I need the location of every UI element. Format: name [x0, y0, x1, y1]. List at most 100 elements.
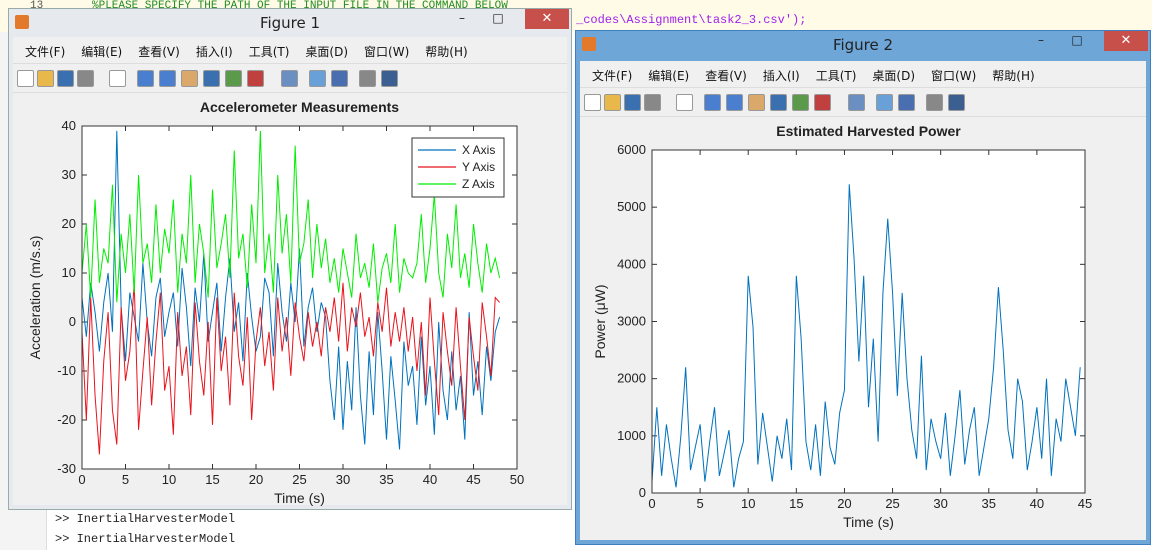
axes-box	[651, 149, 1086, 494]
toolbar-button[interactable]	[109, 70, 126, 87]
y-tick-label: 30	[62, 167, 76, 182]
toolbar-button[interactable]	[247, 70, 264, 87]
toolbar-button[interactable]	[604, 94, 621, 111]
menu-item[interactable]: 窗口(W)	[931, 69, 977, 83]
y-tick-label: 6000	[617, 142, 646, 157]
x-tick-label: 25	[885, 496, 899, 511]
toolbar-button[interactable]	[331, 70, 348, 87]
minimize-button[interactable]: –	[459, 11, 465, 25]
toolbar-button[interactable]	[281, 70, 298, 87]
command-line: >> InertialHarvesterModel	[55, 532, 236, 546]
menu-item[interactable]: 帮助(H)	[425, 45, 468, 59]
toolbar	[580, 87, 1146, 117]
toolbar-button[interactable]	[381, 70, 398, 87]
toolbar-button[interactable]	[770, 94, 787, 111]
menu-item[interactable]: 工具(T)	[248, 45, 290, 59]
menu-item[interactable]: 桌面(D)	[305, 45, 349, 59]
toolbar-button[interactable]	[309, 70, 326, 87]
title-bar: Figure 1 – □ ✕	[9, 9, 571, 37]
toolbar-button[interactable]	[948, 94, 965, 111]
close-button[interactable]: ✕	[525, 9, 569, 29]
menu-bar: 文件(F) 编辑(E) 查看(V) 插入(I) 工具(T) 桌面(D) 窗口(W) 帮助(H)	[13, 37, 567, 63]
y-tick-label: 10	[62, 265, 76, 280]
figure-window: Figure 2 – □ ✕ 文件(F) 编辑(E) 查看(V) 插入(I) 工具(T)…	[575, 30, 1151, 545]
toolbar-button[interactable]	[77, 70, 94, 87]
menu-item[interactable]: 文件(F)	[592, 69, 633, 83]
toolbar-button[interactable]	[159, 70, 176, 87]
toolbar-button[interactable]	[624, 94, 641, 111]
chart-title: Estimated Harvested Power	[776, 123, 961, 139]
toolbar-button[interactable]	[137, 70, 154, 87]
toolbar-button[interactable]	[898, 94, 915, 111]
x-axis-label: Time (s)	[274, 490, 325, 506]
y-tick-label: 20	[62, 216, 76, 231]
legend-label: Z Axis	[462, 177, 495, 191]
x-tick-label: 15	[789, 496, 803, 511]
menu-item[interactable]: 帮助(H)	[992, 69, 1035, 83]
y-tick-label: 0	[69, 314, 76, 329]
toolbar-button[interactable]	[17, 70, 34, 87]
x-tick-label: 0	[648, 496, 655, 511]
toolbar-button[interactable]	[181, 70, 198, 87]
y-tick-label: 1000	[617, 428, 646, 443]
x-tick-label: 45	[466, 472, 480, 487]
toolbar-button[interactable]	[37, 70, 54, 87]
toolbar-button[interactable]	[876, 94, 893, 111]
close-button[interactable]: ✕	[1104, 31, 1148, 51]
y-tick-label: -20	[57, 412, 76, 427]
code-line: _codes\Assignment\task2_3.csv');	[576, 13, 807, 27]
toolbar-button[interactable]	[359, 70, 376, 87]
x-tick-label: 30	[933, 496, 947, 511]
toolbar-button[interactable]	[644, 94, 661, 111]
chart-title: Accelerometer Measurements	[200, 99, 399, 115]
toolbar-button[interactable]	[814, 94, 831, 111]
menu-item[interactable]: 查看(V)	[705, 69, 747, 83]
toolbar-button[interactable]	[203, 70, 220, 87]
x-tick-label: 5	[122, 472, 129, 487]
toolbar-button[interactable]	[676, 94, 693, 111]
toolbar-button[interactable]	[584, 94, 601, 111]
menu-item[interactable]: 桌面(D)	[872, 69, 916, 83]
axes-box	[81, 125, 518, 470]
x-tick-label: 10	[162, 472, 176, 487]
toolbar-button[interactable]	[748, 94, 765, 111]
y-axis-label: Power (μW)	[592, 284, 608, 358]
x-tick-label: 25	[292, 472, 306, 487]
menu-item[interactable]: 窗口(W)	[364, 45, 410, 59]
y-axis-label: Acceleration (m/s.s)	[27, 236, 43, 360]
menu-item[interactable]: 编辑(E)	[81, 45, 123, 59]
x-tick-label: 35	[379, 472, 393, 487]
y-tick-label: -30	[57, 461, 76, 476]
menu-item[interactable]: 插入(I)	[762, 69, 800, 83]
x-tick-label: 45	[1078, 496, 1092, 511]
toolbar-button[interactable]	[926, 94, 943, 111]
menu-bar: 文件(F) 编辑(E) 查看(V) 插入(I) 工具(T) 桌面(D) 窗口(W) 帮助(H)	[580, 61, 1146, 87]
menu-item[interactable]: 查看(V)	[138, 45, 180, 59]
menu-item[interactable]: 插入(I)	[195, 45, 233, 59]
x-tick-label: 5	[696, 496, 703, 511]
toolbar-button[interactable]	[704, 94, 721, 111]
toolbar-button[interactable]	[792, 94, 809, 111]
y-tick-label: 2000	[617, 371, 646, 386]
y-tick-label: 4000	[617, 256, 646, 271]
maximize-button[interactable]: □	[1071, 33, 1083, 47]
y-tick-label: 3000	[617, 314, 646, 329]
menu-item[interactable]: 工具(T)	[815, 69, 857, 83]
toolbar-button[interactable]	[57, 70, 74, 87]
toolbar-button[interactable]	[726, 94, 743, 111]
y-tick-label: 0	[639, 485, 646, 500]
toolbar-button[interactable]	[225, 70, 242, 87]
x-tick-label: 15	[205, 472, 219, 487]
x-tick-label: 20	[249, 472, 263, 487]
title-bar: Figure 2 – □ ✕	[576, 31, 1150, 59]
toolbar-button[interactable]	[848, 94, 865, 111]
maximize-button[interactable]: □	[492, 11, 504, 25]
x-tick-label: 40	[1030, 496, 1044, 511]
y-tick-label: -10	[57, 363, 76, 378]
window-title: Figure 2	[832, 36, 894, 54]
menu-item[interactable]: 编辑(E)	[648, 69, 690, 83]
minimize-button[interactable]: –	[1038, 33, 1044, 47]
menu-item[interactable]: 文件(F)	[25, 45, 66, 59]
figure-body: 文件(F) 编辑(E) 查看(V) 插入(I) 工具(T) 桌面(D) 窗口(W) 帮助(H)…	[13, 37, 567, 506]
